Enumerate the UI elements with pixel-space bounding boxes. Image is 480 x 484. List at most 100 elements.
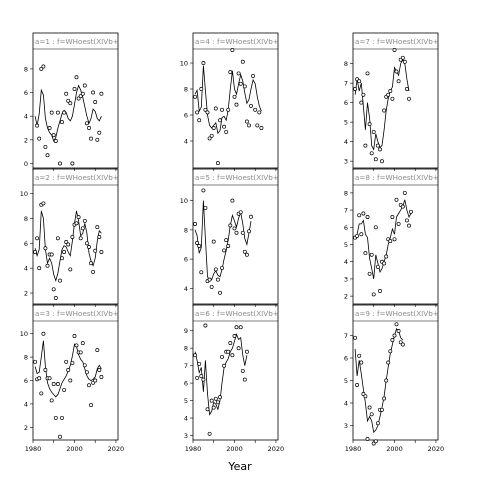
data-point <box>220 265 224 270</box>
y-tick-label: 7 <box>344 332 348 340</box>
data-point <box>41 64 46 69</box>
data-point <box>226 349 231 354</box>
data-point <box>367 405 372 410</box>
data-point <box>386 92 391 97</box>
fit-line <box>354 328 404 434</box>
data-point <box>60 415 64 420</box>
data-point <box>213 106 218 111</box>
data-point <box>49 110 54 115</box>
data-point <box>43 368 48 372</box>
data-point <box>363 251 368 256</box>
data-point <box>60 256 64 261</box>
data-point <box>222 124 227 129</box>
data-point <box>365 71 370 76</box>
data-point <box>394 197 399 202</box>
strip-label: a=7 : f=WHoest(XIVb+1 <box>355 37 443 46</box>
data-point <box>80 341 85 346</box>
data-point <box>220 354 224 359</box>
data-point <box>199 270 204 275</box>
data-point <box>215 400 220 405</box>
y-tick-label: 6 <box>184 256 188 264</box>
data-point <box>199 374 204 379</box>
data-point <box>93 248 98 253</box>
data-point <box>41 331 46 336</box>
data-point <box>33 250 38 254</box>
data-point <box>251 74 256 78</box>
data-point <box>70 161 75 166</box>
data-point <box>93 378 98 383</box>
data-point <box>64 91 69 96</box>
panel-frame <box>352 32 439 169</box>
fit-line <box>194 200 252 282</box>
data-point <box>384 254 389 259</box>
data-point <box>207 431 212 436</box>
data-point <box>55 236 60 241</box>
data-point <box>400 342 405 347</box>
y-tick-label: 8 <box>184 345 188 353</box>
data-point <box>355 233 360 238</box>
data-point <box>355 383 360 387</box>
x-tick-label: 2020 <box>428 445 445 453</box>
y-tick-label: 4 <box>184 285 188 293</box>
data-point <box>51 287 56 292</box>
x-tick-label: 1980 <box>185 445 202 453</box>
data-point <box>209 398 214 403</box>
data-point <box>207 136 212 141</box>
data-point <box>369 252 374 257</box>
data-point <box>215 277 220 282</box>
data-point <box>60 120 64 125</box>
data-point <box>89 261 93 266</box>
y-tick-label: 7 <box>344 207 348 215</box>
x-tick-label: 2000 <box>226 445 243 453</box>
panel-frame <box>192 304 279 441</box>
data-point <box>84 370 89 375</box>
data-point <box>84 121 89 126</box>
x-tick-label: 1980 <box>25 445 42 453</box>
data-point <box>87 245 91 249</box>
data-point <box>201 377 206 382</box>
data-point <box>232 334 237 338</box>
data-point <box>386 360 391 365</box>
data-point <box>41 201 46 206</box>
data-point <box>51 133 56 138</box>
data-point <box>37 376 42 381</box>
data-point <box>396 329 401 333</box>
data-point <box>240 59 245 64</box>
data-point <box>244 349 249 354</box>
data-point <box>226 244 231 248</box>
y-tick-label: 10 <box>180 197 188 205</box>
data-point <box>82 83 87 88</box>
data-point <box>242 84 247 89</box>
strip-label: a=1 : f=WHoest(XIVb+1 <box>35 37 123 46</box>
panel-a5: a=5 : f=WHoest(XIVb+1 4 6 8 10 <box>180 168 279 307</box>
data-point <box>238 325 243 330</box>
data-point <box>197 118 202 123</box>
data-point <box>203 107 208 112</box>
data-point <box>236 71 241 76</box>
data-point <box>382 261 387 266</box>
data-point <box>58 161 62 166</box>
data-point <box>95 225 100 230</box>
y-tick-label: 6 <box>184 380 188 388</box>
data-point <box>91 269 96 274</box>
data-point <box>244 119 249 124</box>
data-point <box>390 96 395 101</box>
y-tick-label: 7 <box>184 362 188 370</box>
data-point <box>193 353 198 358</box>
data-point <box>259 126 264 130</box>
data-point <box>404 87 409 91</box>
data-point <box>64 359 69 364</box>
fit-line <box>34 84 102 142</box>
data-point <box>72 87 77 91</box>
data-point <box>80 91 85 96</box>
data-point <box>240 368 245 373</box>
data-point <box>82 363 87 368</box>
y-tick-label: 5 <box>344 377 348 385</box>
panel-a2: a=2 : f=WHoest(XIVb+1 2 4 6 8 10 <box>20 168 119 307</box>
data-point <box>224 129 229 134</box>
y-tick-label: 2 <box>24 424 28 432</box>
data-point <box>388 349 393 354</box>
data-point <box>45 153 50 158</box>
data-point <box>363 394 368 399</box>
